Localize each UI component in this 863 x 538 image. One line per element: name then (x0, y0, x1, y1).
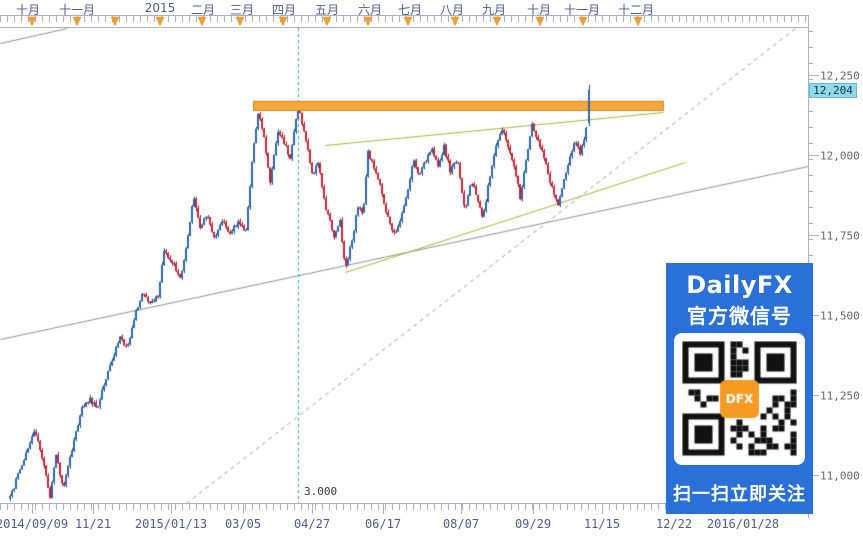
price-label: 11,500 (820, 309, 860, 322)
price-label: 12,000 (820, 149, 860, 162)
wechat-account-subtitle: 官方微信号 (687, 304, 792, 328)
date-major-tick (171, 504, 172, 514)
price-label: 11,250 (820, 389, 860, 402)
qr-code (682, 341, 797, 457)
date-label: 2014/09/09 (0, 517, 69, 531)
month-triangle-icon (579, 17, 587, 26)
vertical-marker-label: 3.000 (304, 485, 338, 498)
date-major-tick (243, 504, 244, 514)
month-triangle-icon (111, 17, 119, 26)
month-label: 十月 (15, 3, 41, 17)
last-price-badge: 12,204 (809, 83, 857, 98)
date-label: 06/17 (364, 517, 402, 531)
month-triangle-icon (536, 17, 544, 26)
price-major-tick (809, 315, 819, 316)
bottom-axis-minor-ticks (0, 504, 808, 510)
price-minor-tick (809, 47, 813, 48)
month-triangle-icon (236, 17, 244, 26)
date-label: 2016/01/28 (706, 517, 780, 531)
date-major-tick (32, 504, 33, 514)
date-major-tick (312, 504, 313, 514)
date-label: 04/27 (293, 517, 331, 531)
date-major-tick (383, 504, 384, 514)
price-major-tick (809, 155, 819, 156)
date-major-tick (602, 504, 603, 514)
month-triangle-icon (279, 17, 287, 26)
price-minor-tick (809, 63, 813, 64)
month-triangle-icon (634, 17, 642, 26)
month-label: 七月 (397, 3, 423, 17)
month-label: 三月 (229, 3, 255, 17)
price-major-tick (809, 235, 819, 236)
date-label: 11/21 (74, 517, 112, 531)
price-minor-tick (809, 175, 813, 176)
price-label: 11,000 (820, 469, 860, 482)
date-label: 2015/01/13 (134, 517, 208, 531)
price-label: 12,250 (820, 69, 860, 82)
price-minor-tick (809, 191, 813, 192)
month-label: 四月 (271, 3, 297, 17)
date-label: 11/15 (583, 517, 621, 531)
date-major-tick (461, 504, 462, 514)
month-triangle-icon (493, 17, 501, 26)
month-triangle-icon (451, 17, 459, 26)
price-minor-tick (809, 223, 813, 224)
month-label: 六月 (357, 3, 383, 17)
price-minor-tick (809, 31, 813, 32)
date-major-tick (93, 504, 94, 514)
month-triangle-icon (73, 17, 81, 26)
price-minor-tick (809, 207, 813, 208)
month-triangle-icon (404, 17, 412, 26)
month-triangle-icon (28, 17, 36, 26)
price-minor-tick (809, 111, 813, 112)
price-minor-tick (809, 255, 813, 256)
price-minor-tick (809, 143, 813, 144)
month-label: 二月 (190, 3, 216, 17)
price-minor-tick (809, 127, 813, 128)
month-label: 五月 (314, 3, 340, 17)
price-major-tick (809, 75, 819, 76)
price-major-tick (809, 475, 819, 476)
month-label: 九月 (481, 3, 507, 17)
dailyfx-logo-text: DailyFX (686, 271, 793, 299)
month-triangle-icon (198, 17, 206, 26)
month-triangle-icon (323, 17, 331, 26)
month-label: 十一月 (563, 3, 601, 17)
qr-code-card (674, 333, 805, 465)
price-minor-tick (809, 239, 813, 240)
price-minor-tick (809, 159, 813, 160)
month-label: 十月 (526, 3, 552, 17)
date-label: 03/05 (224, 517, 262, 531)
price-major-tick (809, 395, 819, 396)
price-label: 11,750 (820, 229, 860, 242)
date-major-tick (533, 504, 534, 514)
date-label: 08/07 (442, 517, 480, 531)
month-label: 十一月 (58, 3, 96, 17)
month-label: 2015 (144, 1, 176, 15)
price-minor-tick (809, 79, 813, 80)
month-triangle-icon (156, 17, 164, 26)
dailyfx-wechat-overlay: DailyFX 官方微信号 扫一扫立即关注 (666, 263, 813, 514)
month-label: 八月 (439, 3, 465, 17)
date-label: 09/29 (514, 517, 552, 531)
month-triangle-icon (364, 17, 372, 26)
scan-to-follow-text: 扫一扫立即关注 (673, 484, 806, 505)
month-label: 十二月 (617, 3, 655, 17)
date-label: 12/22 (655, 517, 693, 531)
